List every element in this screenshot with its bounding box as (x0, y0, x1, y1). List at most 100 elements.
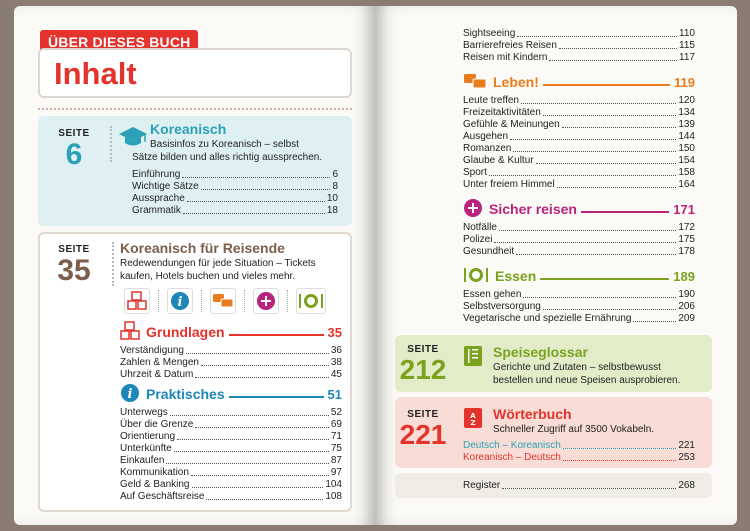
section-essen[interactable]: Essen 189 Essen gehen 190 Selbstversorgun… (463, 266, 695, 325)
toc-item[interactable]: Romanzen 150 (463, 143, 695, 154)
divider (38, 108, 352, 110)
toc-item[interactable]: Vegetarische und spezielle Ernährung 209 (463, 313, 695, 324)
page-title: Inhalt (54, 56, 137, 91)
toc-item[interactable]: Koreanisch – Deutsch 253 (463, 452, 695, 463)
plate-cutlery-icon (463, 265, 489, 288)
toc-item[interactable]: Wichtige Sätze 8 (132, 181, 338, 192)
toc-item[interactable]: Unterwegs 52 (120, 407, 342, 418)
section-sicher-reisen[interactable]: Sicher reisen 171 Notfälle 172 Polizei 175… (463, 198, 695, 258)
chapter-koreanisch[interactable]: SEITE 6 Koreanisch Basisinfos zu Koreani… (38, 116, 352, 226)
right-page: Sightseeing 110 Barrierefreies Reisen 115 … (375, 6, 737, 525)
seite-label: SEITE (407, 344, 439, 355)
section-leben[interactable]: Leben! 119 Leute treffen 120 Freizeitakti… (463, 72, 695, 191)
section-name: Praktisches (146, 386, 225, 402)
toc-item[interactable]: Freizeitaktivitäten 134 (463, 107, 695, 118)
toc-item[interactable]: Register 268 (463, 480, 695, 491)
section-name: Grundlagen (146, 324, 225, 340)
info-icon: i (167, 288, 193, 314)
toc-item[interactable]: Kommunikation 97 (120, 467, 342, 478)
toc-item[interactable]: Geld & Banking 104 (120, 479, 342, 490)
icon-row: i (124, 288, 326, 314)
toc-item[interactable]: Essen gehen 190 (463, 289, 695, 300)
chapter-reisende[interactable]: SEITE 35 Koreanisch für Reisende Redewen… (38, 232, 352, 512)
seite-number: 221 (399, 419, 447, 450)
section-tag: ÜBER DIESES BUCH (40, 30, 199, 53)
vertical-separator (112, 242, 114, 286)
section-header: Sicher reisen 171 (463, 198, 695, 221)
toc-item[interactable]: Reisen mit Kindern 117 (463, 52, 695, 63)
toc-item[interactable]: Aussprache 10 (132, 193, 338, 204)
toc-item[interactable]: Unterkünfte 75 (120, 443, 342, 454)
seite-label: SEITE (58, 128, 90, 139)
speech-bubbles-icon (463, 71, 487, 94)
seite-label: SEITE (58, 244, 90, 255)
section-page: 35 (327, 324, 342, 340)
toc-item[interactable]: Grammatik 18 (132, 205, 338, 216)
chapter-desc-1: Schneller Zugriff auf 3500 Vokabeln. (493, 424, 655, 435)
section-page: 51 (327, 386, 342, 402)
chapter-heading: Koreanisch für Reisende (120, 240, 285, 256)
svg-text:i: i (128, 387, 133, 402)
toc-item[interactable]: Orientierung 71 (120, 431, 342, 442)
section-page: 189 (673, 268, 695, 284)
toc-item[interactable]: Zahlen & Mengen 38 (120, 357, 342, 368)
graduation-cap-icon (118, 124, 148, 153)
section-page: 171 (673, 201, 695, 217)
chapter-speiseglossar[interactable]: SEITE 212 Speiseglossar Gerichte und Zut… (395, 335, 712, 392)
toc-item[interactable]: Verständigung 36 (120, 345, 342, 356)
section-name: Sicher reisen (489, 201, 577, 217)
chapter-desc-1: Gerichte und Zutaten – selbstbewusst (493, 362, 661, 373)
section-grundlagen[interactable]: Grundlagen 35 Verständigung 36 Zahlen & M… (120, 320, 342, 381)
plate-cutlery-icon (296, 288, 326, 314)
toc-item[interactable]: Sport 158 (463, 167, 695, 178)
section-name: Essen (495, 268, 537, 284)
toc-item[interactable]: Auf Geschäftsreise 108 (120, 491, 342, 502)
seite-number: 6 (65, 138, 83, 171)
toc-item[interactable]: Deutsch – Koreanisch 221 (463, 440, 695, 451)
chapter-desc-2: kaufen, Hotels buchen und vieles mehr. (120, 271, 296, 282)
toc-item[interactable]: Notfälle 172 (463, 222, 695, 233)
toc-item[interactable]: Sightseeing 110 (463, 28, 695, 39)
toc-item[interactable]: Leute treffen 120 (463, 95, 695, 106)
toc-item[interactable]: Gesundheit 178 (463, 246, 695, 257)
toc-list-top: Sightseeing 110 Barrierefreies Reisen 115 … (463, 28, 695, 64)
plus-icon (253, 288, 279, 314)
section-praktisches[interactable]: i Praktisches 51 Unterwegs 52 Über die Gr… (120, 383, 342, 503)
info-icon: i (120, 383, 140, 406)
chapter-heading: Koreanisch (150, 121, 227, 137)
toc-item[interactable]: Uhrzeit & Datum 45 (120, 369, 342, 380)
abc-blocks-icon (124, 288, 150, 314)
toc-item[interactable]: Selbstversorgung 206 (463, 301, 695, 312)
toc-list: Einführung 6 Wichtige Sätze 8 Aussprache 10… (132, 169, 338, 217)
title-box: Inhalt (38, 48, 352, 98)
speech-bubbles-icon (210, 288, 236, 314)
toc-item[interactable]: Glaube & Kultur 154 (463, 155, 695, 166)
toc-item[interactable]: Barrierefreies Reisen 115 (463, 40, 695, 51)
plus-icon (463, 198, 483, 221)
chapter-desc-1: Basisinfos zu Koreanisch – selbst (150, 139, 299, 150)
chapter-heading: Speiseglossar (493, 344, 588, 360)
svg-text:i: i (178, 295, 183, 310)
toc-item[interactable]: Einführung 6 (132, 169, 338, 180)
toc-item[interactable]: Einkaufen 87 (120, 455, 342, 466)
toc-item[interactable]: Ausgehen 144 (463, 131, 695, 142)
toc-item[interactable]: Polizei 175 (463, 234, 695, 245)
section-page: 119 (674, 74, 695, 90)
chapter-desc-2: Sätze bilden und alles richtig aussprech… (132, 152, 323, 163)
seite-label: SEITE (407, 409, 439, 420)
abc-blocks-icon (120, 320, 140, 344)
toc-item[interactable]: Gefühle & Meinungen 139 (463, 119, 695, 130)
toc-item[interactable]: Über die Grenze 69 (120, 419, 342, 430)
chapter-heading: Wörterbuch (493, 406, 572, 422)
toc-item[interactable]: Unter freiem Himmel 164 (463, 179, 695, 190)
seite-number: 212 (399, 354, 447, 385)
left-page: ÜBER DIESES BUCH Inhalt SEITE 6 Koreanis… (14, 6, 375, 525)
vertical-separator (110, 126, 112, 162)
section-header: i Praktisches 51 (120, 383, 342, 406)
toc-list: Deutsch – Koreanisch 221 Koreanisch – Deu… (463, 440, 695, 464)
chapter-desc-2: bestellen und neue Speisen ausprobieren. (493, 375, 681, 386)
register[interactable]: Register 268 (395, 473, 712, 498)
